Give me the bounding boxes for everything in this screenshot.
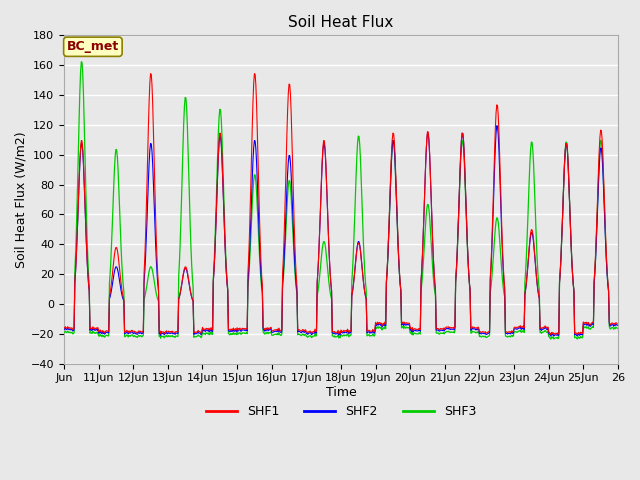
- SHF3: [613, 325, 621, 331]
- SHF1: [613, 321, 621, 327]
- Title: Soil Heat Flux: Soil Heat Flux: [288, 15, 394, 30]
- Y-axis label: Soil Heat Flux (W/m2): Soil Heat Flux (W/m2): [15, 131, 28, 268]
- SHF1: [429, 253, 437, 259]
- SHF1: [547, 332, 555, 337]
- SHF3: [255, 237, 262, 242]
- SHF2: [227, 328, 234, 334]
- SHF3: [547, 336, 555, 342]
- SHF1: [227, 327, 235, 333]
- Text: BC_met: BC_met: [67, 40, 119, 53]
- SHF2: [429, 236, 436, 242]
- SHF2: [493, 123, 500, 129]
- SHF3: [429, 274, 437, 279]
- SHF2: [547, 333, 555, 339]
- SHF3: [77, 59, 85, 65]
- SHF1: [125, 328, 132, 334]
- SHF1: [399, 320, 406, 326]
- SHF2: [397, 322, 405, 328]
- SHF3: [126, 333, 134, 339]
- SHF1: [255, 186, 262, 192]
- SHF3: [227, 332, 235, 337]
- Line: SHF1: SHF1: [64, 73, 617, 335]
- X-axis label: Time: Time: [326, 386, 356, 399]
- Line: SHF2: SHF2: [64, 126, 617, 336]
- SHF3: [399, 324, 406, 330]
- Line: SHF3: SHF3: [64, 62, 617, 339]
- SHF1: [60, 325, 68, 331]
- SHF2: [125, 330, 132, 336]
- SHF2: [254, 199, 262, 204]
- Legend: SHF1, SHF2, SHF3: SHF1, SHF2, SHF3: [200, 400, 481, 423]
- SHF3: [276, 331, 284, 337]
- SHF2: [60, 326, 68, 332]
- SHF3: [60, 330, 68, 336]
- SHF1: [147, 71, 154, 76]
- SHF2: [275, 327, 283, 333]
- SHF1: [276, 327, 284, 333]
- SHF2: [613, 323, 621, 328]
